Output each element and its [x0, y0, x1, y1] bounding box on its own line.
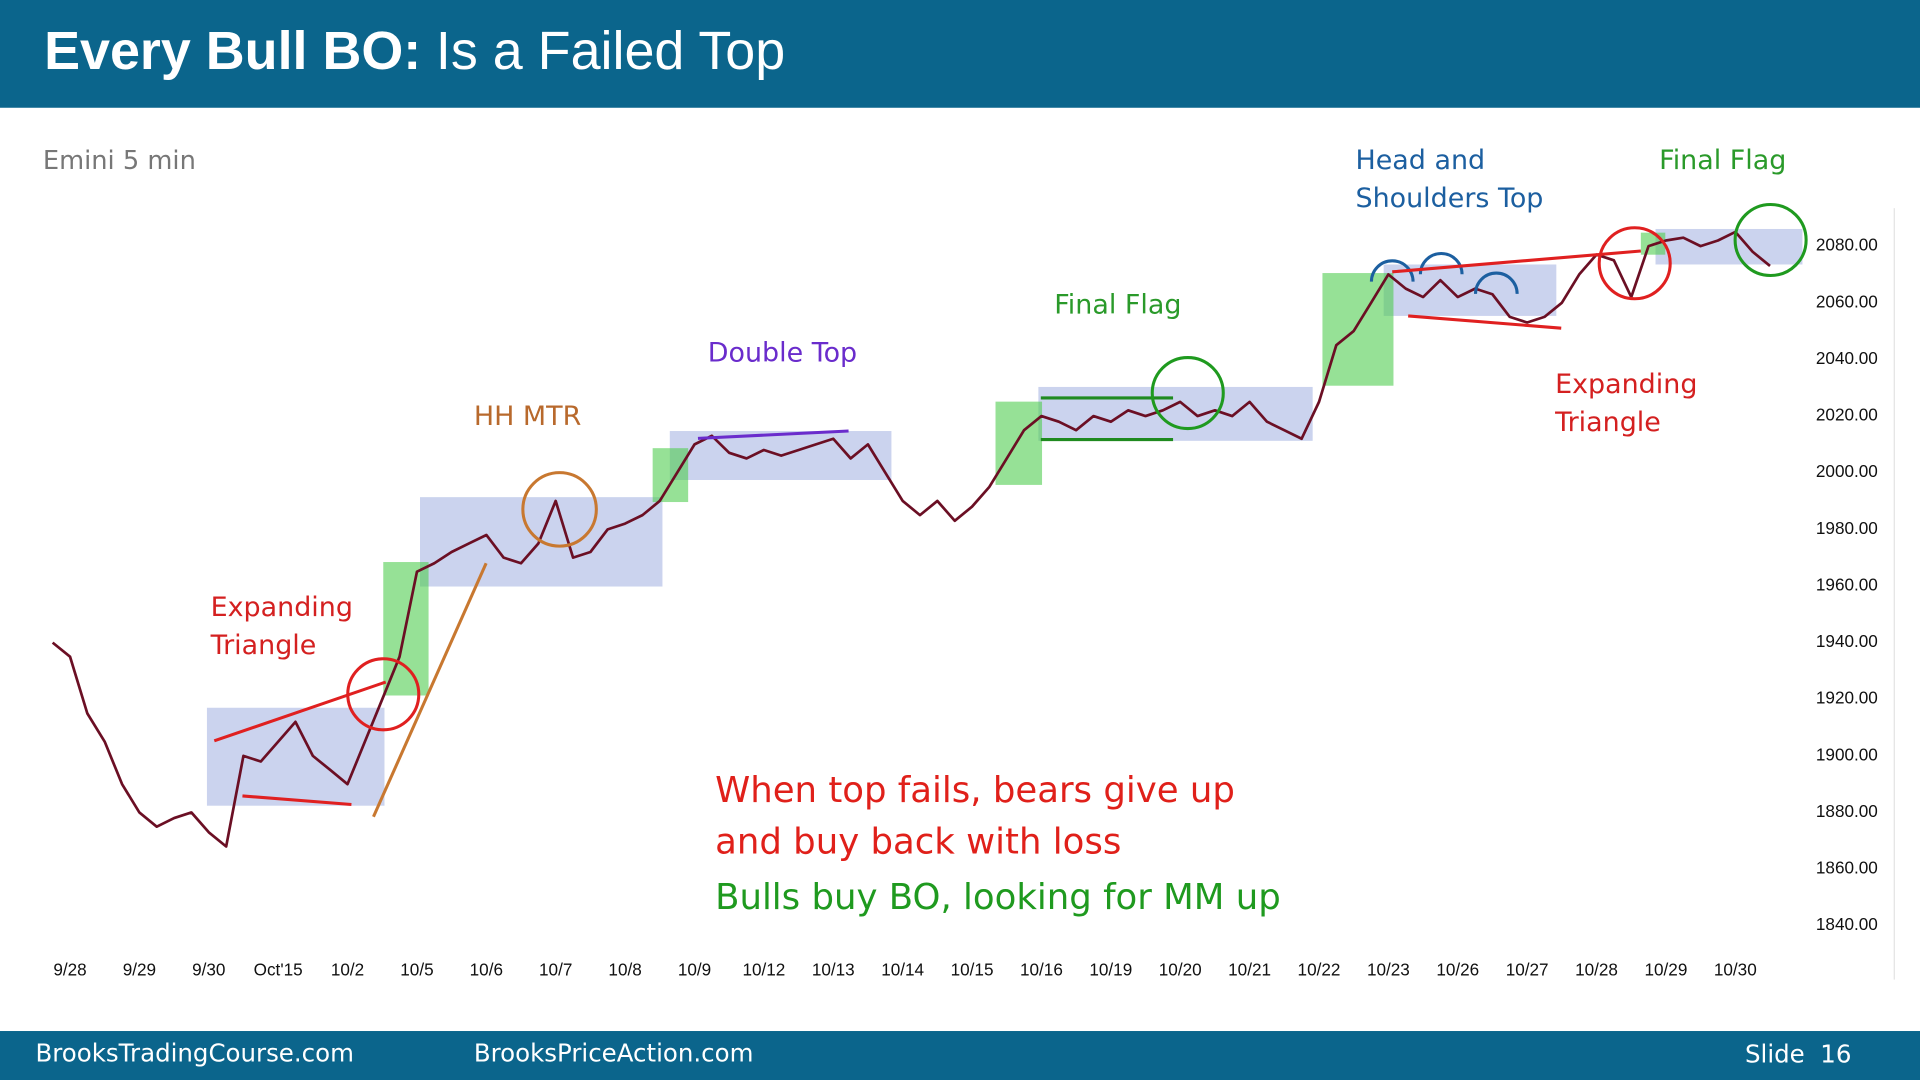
breakout-boxes	[383, 232, 1666, 696]
x-tick-label: 10/23	[1367, 960, 1410, 980]
drawings	[213, 202, 1808, 818]
x-tick-label: 10/19	[1089, 960, 1132, 980]
range-boxes	[206, 228, 1803, 806]
circle	[521, 471, 598, 548]
x-tick-label: 10/14	[881, 960, 924, 980]
x-tick-label: 10/12	[742, 960, 785, 980]
y-tick-label: 2080.00	[1816, 235, 1878, 255]
annotation: When top fails, bears give up	[715, 770, 1235, 811]
y-tick-label: 1980.00	[1816, 518, 1878, 538]
x-tick-label: 10/22	[1298, 960, 1341, 980]
annotation: Expanding	[211, 592, 353, 623]
y-tick-label: 1860.00	[1816, 858, 1878, 878]
slide-number: Slide 16	[1745, 1040, 1851, 1069]
trend-line	[213, 680, 387, 743]
footer-left: BrooksTradingCourse.com	[36, 1038, 354, 1067]
x-tick-label: 10/7	[539, 960, 572, 980]
circle	[346, 657, 421, 732]
x-tick-label: 10/16	[1020, 960, 1063, 980]
circle	[1150, 356, 1225, 431]
y-tick-label: 1880.00	[1816, 801, 1878, 821]
x-tick-label: 10/9	[678, 960, 711, 980]
trend-line	[242, 794, 352, 807]
x-tick-label: 9/29	[123, 960, 156, 980]
annotation: Triangle	[1554, 407, 1661, 438]
annotation: Final Flag	[1054, 290, 1181, 321]
breakout-box	[1322, 273, 1394, 386]
y-tick-label: 2000.00	[1816, 461, 1878, 481]
annotation: Triangle	[210, 630, 317, 661]
trend-line	[372, 562, 488, 818]
x-tick-label: 10/30	[1714, 960, 1757, 980]
y-tick-label: 1940.00	[1816, 631, 1878, 651]
annotation: Head and	[1356, 145, 1486, 176]
title-rest: Is a Failed Top	[436, 21, 785, 81]
x-tick-label: Oct'15	[254, 960, 303, 980]
x-tick-label: 10/26	[1436, 960, 1479, 980]
trend-line	[1408, 314, 1562, 330]
x-tick-label: 10/27	[1506, 960, 1549, 980]
x-tick-label: 10/2	[331, 960, 364, 980]
annotation: and buy back with loss	[715, 822, 1121, 863]
y-tick-label: 1920.00	[1816, 688, 1878, 708]
x-tick-label: 10/5	[400, 960, 433, 980]
y-tick-label: 1960.00	[1816, 574, 1878, 594]
y-tick-label: 2020.00	[1816, 405, 1878, 425]
annotation: Shoulders Top	[1356, 183, 1544, 214]
x-tick-label: 10/29	[1644, 960, 1687, 980]
circle	[1597, 226, 1672, 301]
trend-line	[697, 429, 849, 440]
price-line	[51, 230, 1771, 848]
annotation: Bulls buy BO, looking for MM up	[715, 877, 1281, 918]
annotation: Final Flag	[1659, 145, 1786, 176]
plot: 1840.00 1860.00 1880.00 1900.00 1920.00 1940.…	[51, 230, 1878, 980]
range-box	[1038, 386, 1313, 441]
x-tick-label: 10/15	[951, 960, 994, 980]
breakout-box	[652, 448, 689, 503]
footer-band	[0, 1031, 1920, 1080]
x-tick-label: 10/8	[608, 960, 641, 980]
header-band	[0, 0, 1920, 108]
slide-title: Every Bull BO: Is a Failed Top	[44, 21, 785, 81]
x-tick-label: 9/30	[192, 960, 225, 980]
breakout-box	[995, 401, 1043, 485]
circle	[1733, 202, 1808, 278]
x-tick-label: 10/6	[470, 960, 503, 980]
y-tick-label: 1900.00	[1816, 744, 1878, 764]
x-tick-label: 10/20	[1159, 960, 1202, 980]
y-tick-label: 2060.00	[1816, 291, 1878, 311]
y-tick-label: 1840.00	[1816, 914, 1878, 934]
x-tick-label: 10/28	[1575, 960, 1618, 980]
x-tick-label: 9/28	[53, 960, 86, 980]
annotation: Expanding	[1555, 369, 1697, 400]
chart-subtitle: Emini 5 min	[43, 146, 196, 176]
annotation: HH MTR	[474, 401, 581, 432]
annotation: Double Top	[708, 337, 857, 368]
x-tick-label: 10/13	[812, 960, 855, 980]
x-tick-label: 10/21	[1228, 960, 1271, 980]
footer-middle: BrooksPriceAction.com	[474, 1038, 754, 1067]
y-tick-label: 2040.00	[1816, 348, 1878, 368]
title-bold: Every Bull BO:	[44, 21, 421, 81]
